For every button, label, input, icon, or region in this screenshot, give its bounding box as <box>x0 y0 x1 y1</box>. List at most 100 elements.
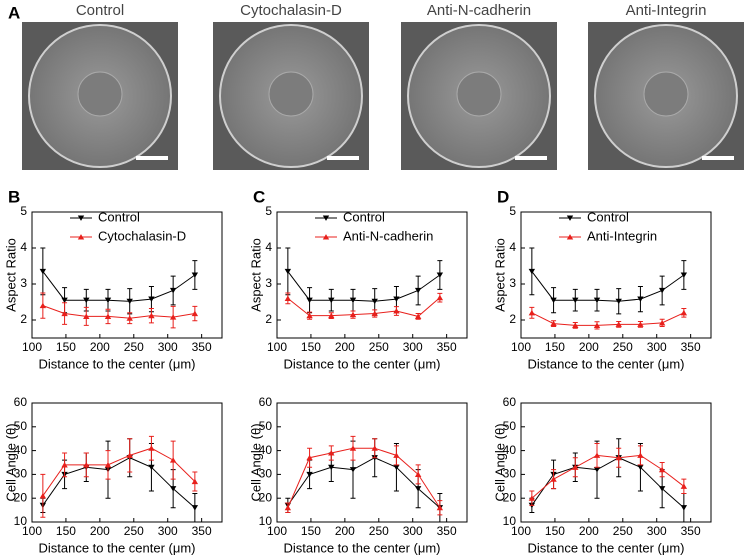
data-point <box>148 296 155 302</box>
y-tick-label: 60 <box>503 395 517 409</box>
data-point <box>436 504 444 511</box>
data-point <box>414 471 422 477</box>
data-point <box>104 462 112 468</box>
y-tick-label: 50 <box>14 419 28 433</box>
y-tick-label: 3 <box>509 276 516 290</box>
data-point <box>169 457 177 463</box>
x-tick-label: 100 <box>511 340 531 354</box>
data-point <box>371 298 378 305</box>
y-tick-label: 10 <box>503 514 517 528</box>
x-tick-label: 350 <box>437 524 457 538</box>
data-point <box>284 295 292 301</box>
data-point <box>680 309 688 316</box>
data-point <box>126 315 133 321</box>
data-point <box>349 445 357 451</box>
legend-marker <box>566 234 574 240</box>
series-line <box>42 447 196 497</box>
y-tick-label: 30 <box>259 467 273 481</box>
data-point <box>284 268 292 275</box>
data-point <box>349 297 357 304</box>
x-tick-label: 200 <box>579 524 599 538</box>
data-point <box>658 287 666 294</box>
y-tick-label: 20 <box>503 490 517 504</box>
data-point <box>284 504 292 511</box>
data-point <box>328 297 335 304</box>
data-point <box>572 464 579 470</box>
data-point <box>349 467 357 473</box>
data-point <box>680 483 688 489</box>
y-tick-label: 10 <box>14 514 28 528</box>
x-axis-label: Distance to the center (μm) <box>527 356 684 371</box>
y-tick-label: 5 <box>509 204 516 218</box>
x-tick-label: 250 <box>369 340 389 354</box>
data-point <box>637 296 644 302</box>
data-point <box>393 296 400 302</box>
data-point <box>306 471 313 478</box>
x-tick-label: 350 <box>192 524 212 538</box>
data-point <box>191 478 199 485</box>
x-tick-label: 300 <box>647 524 667 538</box>
data-point <box>83 462 90 468</box>
x-tick-label: 150 <box>56 524 76 538</box>
data-point <box>637 452 644 458</box>
data-point <box>550 476 557 482</box>
data-point <box>104 313 112 319</box>
legend-marker <box>566 215 574 221</box>
x-tick-label: 150 <box>56 340 76 354</box>
data-point <box>328 464 335 471</box>
x-tick-label: 350 <box>681 524 701 538</box>
series-line <box>531 454 685 499</box>
data-point <box>658 320 666 326</box>
panel-label: A <box>8 3 20 22</box>
data-point <box>528 268 536 275</box>
y-tick-label: 4 <box>20 240 27 254</box>
series-line <box>531 457 685 509</box>
data-point <box>436 272 444 278</box>
x-axis-label: Distance to the center (μm) <box>283 356 440 371</box>
x-tick-label: 150 <box>301 524 321 538</box>
plot-frame <box>520 402 712 523</box>
data-point <box>393 452 400 458</box>
image-title: Cytochalasin-D <box>240 2 342 19</box>
series-line <box>287 271 441 302</box>
x-axis-label: Distance to the center (μm) <box>38 540 195 555</box>
y-tick-label: 3 <box>265 276 272 290</box>
data-point <box>191 505 199 511</box>
plot-frame <box>520 211 712 339</box>
series-line <box>42 457 196 509</box>
x-tick-label: 300 <box>158 524 178 538</box>
data-point <box>39 302 47 309</box>
data-point <box>83 297 90 304</box>
x-axis-label: Distance to the center (μm) <box>38 356 195 371</box>
y-tick-label: 2 <box>265 312 272 326</box>
y-tick-label: 60 <box>14 395 28 409</box>
x-tick-label: 100 <box>22 340 42 354</box>
y-tick-label: 2 <box>509 312 516 326</box>
data-point <box>61 310 68 317</box>
x-tick-label: 250 <box>124 340 144 354</box>
data-point <box>615 454 622 461</box>
x-tick-label: 100 <box>22 524 42 538</box>
x-tick-label: 100 <box>511 524 531 538</box>
x-tick-label: 300 <box>403 340 423 354</box>
data-point <box>306 312 313 319</box>
data-point <box>593 297 601 304</box>
data-point <box>658 486 666 492</box>
x-tick-label: 350 <box>437 340 457 354</box>
data-point <box>83 313 90 319</box>
data-point <box>572 322 579 328</box>
pattern-center <box>268 71 314 117</box>
data-point <box>393 464 400 471</box>
x-axis-label: Distance to the center (μm) <box>283 540 440 555</box>
y-tick-label: 5 <box>265 204 272 218</box>
data-point <box>126 298 133 305</box>
y-tick-label: 40 <box>14 443 28 457</box>
x-tick-label: 250 <box>613 524 633 538</box>
legend-label: Control <box>343 209 385 224</box>
pattern-center <box>77 71 123 117</box>
data-point <box>528 309 536 316</box>
legend-label: Anti-N-cadherin <box>343 228 433 243</box>
y-axis-label: Aspect Ratio <box>3 238 18 312</box>
y-tick-label: 50 <box>503 419 517 433</box>
